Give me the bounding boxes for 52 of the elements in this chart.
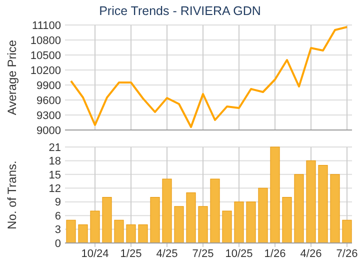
bar	[210, 178, 220, 244]
y-tick-label: 18	[48, 156, 61, 168]
line-series	[70, 26, 348, 128]
bar	[330, 174, 340, 244]
bar	[258, 188, 268, 244]
y-axis-title: No. of Trans.	[5, 160, 19, 230]
bar	[198, 206, 208, 244]
x-tick-label: 10/25	[225, 248, 253, 260]
bar	[282, 196, 292, 244]
bar	[162, 178, 172, 244]
y-tick-label: 6	[54, 210, 61, 222]
y-tick-label: 10500	[30, 50, 61, 62]
bar	[126, 224, 136, 244]
bar	[78, 224, 88, 244]
y-tick-label: 10200	[30, 64, 61, 77]
bar	[246, 202, 256, 244]
bar	[174, 206, 184, 244]
bar	[306, 160, 316, 244]
x-tick-label: 1/25	[120, 248, 142, 260]
bar	[318, 164, 328, 244]
bar	[66, 220, 76, 244]
x-tick-label: 1/26	[264, 248, 286, 260]
y-tick-label: 0	[54, 238, 61, 250]
y-tick-label: 9600	[36, 94, 61, 107]
bar	[150, 196, 160, 244]
y-tick-label: 11100	[32, 20, 61, 32]
chart-title: Price Trends - RIVIERA GDN	[99, 4, 261, 18]
bar	[342, 220, 352, 244]
y-tick-label: 9900	[36, 80, 61, 92]
bar	[114, 220, 124, 244]
y-tick-label: 9300	[36, 110, 61, 122]
x-tick-label: 7/25	[192, 248, 214, 260]
bar	[234, 202, 244, 244]
y-tick-label: 12	[48, 182, 61, 195]
y-tick-label: 9000	[36, 124, 61, 137]
bar	[270, 146, 280, 244]
bar	[90, 210, 100, 244]
y-tick-label: 15	[48, 169, 61, 182]
y-tick-label: 10800	[30, 34, 61, 47]
y-axis-title: Average Price	[5, 40, 19, 116]
y-tick-label: 3	[54, 224, 61, 236]
bar	[294, 174, 304, 244]
bar	[138, 224, 148, 244]
bar	[102, 196, 112, 244]
y-tick-label: 9	[54, 196, 61, 209]
x-tick-label: 4/26	[300, 248, 322, 260]
x-tick-label: 10/24	[81, 248, 109, 260]
x-tick-label: 7/26	[336, 248, 358, 260]
bar	[222, 210, 232, 244]
y-tick-label: 21	[48, 142, 61, 154]
bar	[186, 192, 196, 244]
x-tick-label: 4/25	[156, 248, 178, 260]
